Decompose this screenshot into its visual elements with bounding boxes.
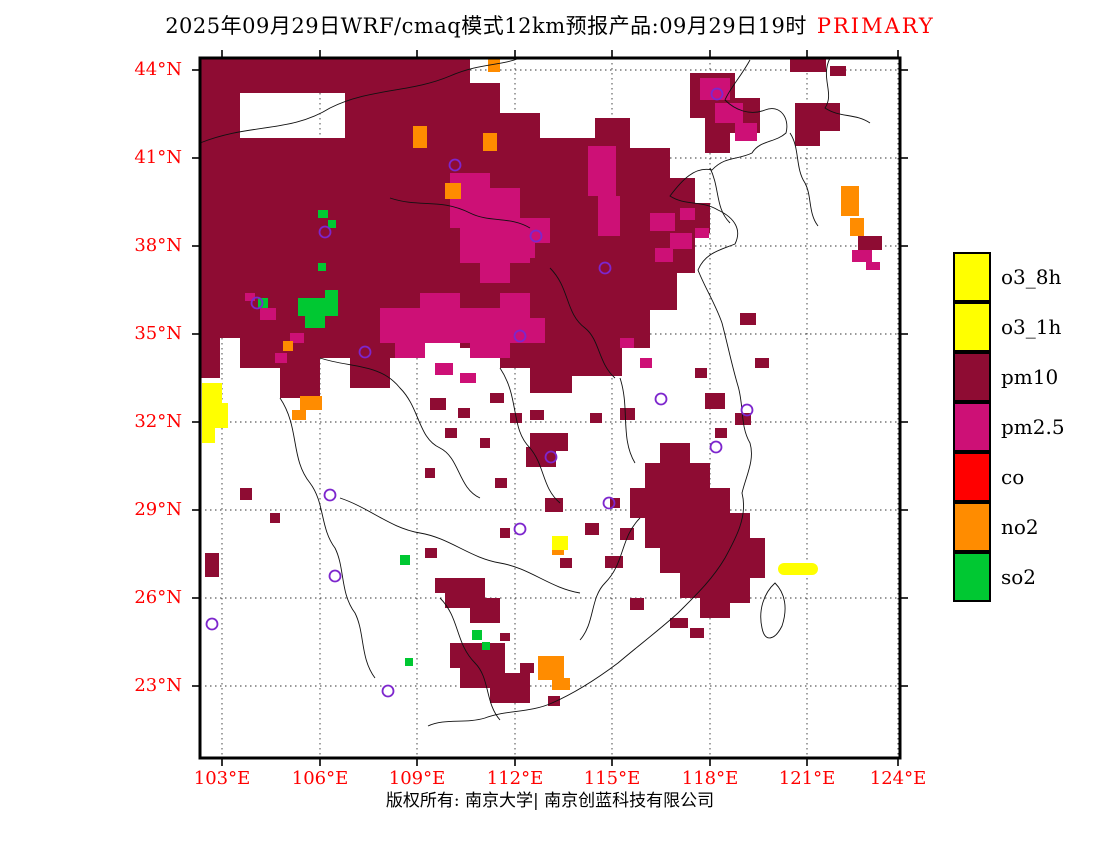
legend-swatch-o3_8h — [953, 252, 991, 302]
lon-label: 103°E — [193, 768, 251, 789]
lon-label: 115°E — [583, 768, 641, 789]
lat-label: 32°N — [134, 411, 182, 432]
map-canvas — [192, 50, 908, 766]
axis-ticks — [192, 50, 908, 766]
legend-label: pm10 — [1001, 365, 1059, 389]
lat-label: 38°N — [134, 235, 182, 256]
legend-item-pm10: pm10 — [953, 352, 1065, 402]
primary-tag: PRIMARY — [816, 14, 935, 38]
lon-label: 121°E — [778, 768, 836, 789]
page-title: 2025年09月29日WRF/cmaq模式12km预报产品:09月29日19时 P… — [0, 10, 1100, 40]
legend-swatch-no2 — [953, 502, 991, 552]
lon-label: 106°E — [291, 768, 349, 789]
legend-item-o3_1h: o3_1h — [953, 302, 1065, 352]
legend-item-o3_8h: o3_8h — [953, 252, 1065, 302]
legend-swatch-pm10 — [953, 352, 991, 402]
lon-label: 124°E — [869, 768, 927, 789]
legend-item-so2: so2 — [953, 552, 1065, 602]
copyright-text: 版权所有: 南京大学| 南京创蓝科技有限公司 — [385, 791, 715, 811]
pm25-region-layer — [245, 78, 880, 383]
legend-swatch-o3_1h — [953, 302, 991, 352]
pollutant-legend: o3_8h o3_1h pm10 pm2.5 co no2 so2 — [953, 252, 1065, 602]
legend-item-no2: no2 — [953, 502, 1065, 552]
lat-label: 44°N — [134, 59, 182, 80]
legend-label: o3_8h — [1001, 265, 1062, 289]
legend-label: pm2.5 — [1001, 415, 1065, 439]
legend-swatch-so2 — [953, 552, 991, 602]
map-frame — [198, 56, 902, 760]
lat-label: 23°N — [134, 675, 182, 696]
boundary-layer — [199, 57, 871, 727]
no2-region-layer — [283, 58, 864, 690]
lon-label: 118°E — [681, 768, 739, 789]
legend-item-pm25: pm2.5 — [953, 402, 1065, 452]
lat-label: 35°N — [134, 323, 182, 344]
lat-label: 29°N — [134, 499, 182, 520]
legend-item-co: co — [953, 452, 1065, 502]
lon-label: 109°E — [388, 768, 446, 789]
legend-label: so2 — [1001, 565, 1037, 589]
o3-region-layer — [202, 383, 818, 575]
title-text: 2025年09月29日WRF/cmaq模式12km预报产品:09月29日19时 — [165, 14, 807, 38]
legend-swatch-co — [953, 452, 991, 502]
legend-swatch-pm25 — [953, 402, 991, 452]
legend-label: o3_1h — [1001, 315, 1062, 339]
lon-label: 112°E — [486, 768, 544, 789]
station-marker-layer — [205, 87, 754, 698]
lat-label: 41°N — [134, 147, 182, 168]
lat-label: 26°N — [134, 587, 182, 608]
legend-label: co — [1001, 465, 1025, 489]
forecast-map — [190, 48, 910, 768]
legend-label: no2 — [1001, 515, 1039, 539]
